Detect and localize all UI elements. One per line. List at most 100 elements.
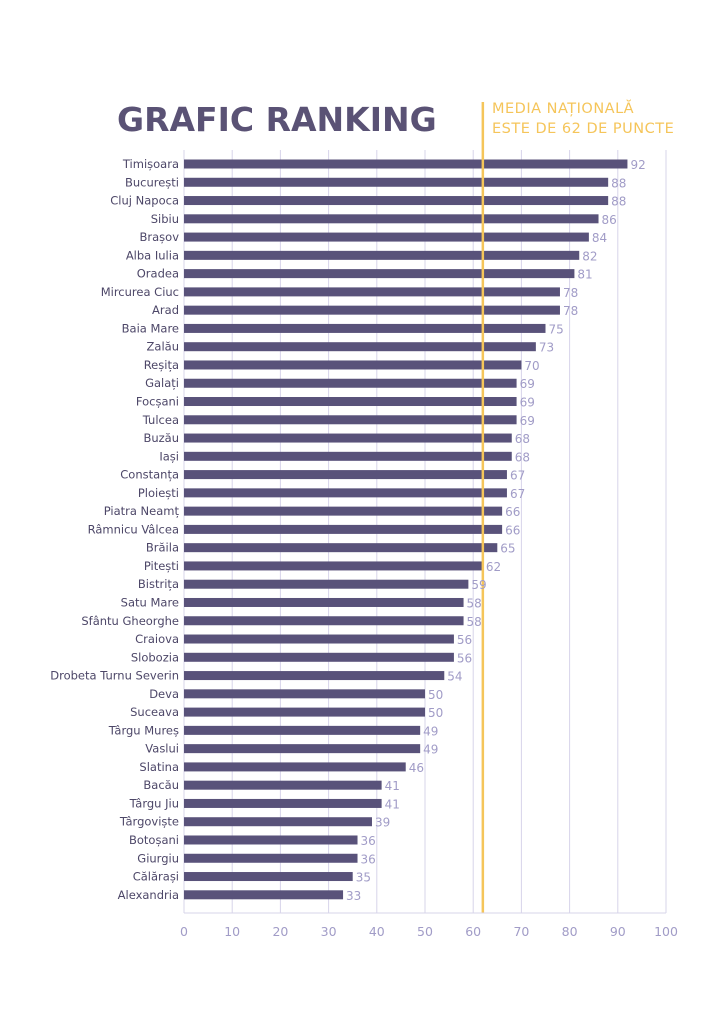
value-label: 36 — [361, 852, 376, 866]
category-label: Slobozia — [131, 650, 179, 664]
chart-title: GRAFIC RANKING — [117, 100, 437, 139]
bar-24 — [184, 597, 464, 607]
category-label: Sfântu Gheorghe — [81, 614, 179, 628]
category-label: Pitești — [144, 559, 179, 573]
value-label: 56 — [457, 651, 472, 665]
bar-18 — [184, 488, 507, 498]
category-label: Cluj Napoca — [110, 194, 179, 208]
value-label: 75 — [549, 322, 564, 336]
category-label: Râmnicu Vâlcea — [88, 522, 179, 536]
value-label: 50 — [428, 706, 443, 720]
x-tick-label: 50 — [417, 924, 433, 939]
x-tick-label: 60 — [465, 924, 481, 939]
category-label: Suceava — [130, 705, 179, 719]
category-label: Mircurea Ciuc — [101, 285, 179, 299]
bar-20 — [184, 524, 503, 534]
bar-38 — [184, 853, 358, 863]
value-label: 69 — [520, 396, 535, 410]
category-label: Vaslui — [145, 742, 179, 756]
category-label: Slatina — [139, 760, 179, 774]
x-tick-label: 70 — [513, 924, 529, 939]
value-label: 50 — [428, 688, 443, 702]
x-tick-label: 80 — [562, 924, 578, 939]
category-label: Târgu Jiu — [129, 796, 179, 810]
bar-29 — [184, 689, 425, 699]
value-label: 62 — [486, 560, 501, 574]
category-label: Oradea — [137, 267, 179, 281]
value-label: 84 — [592, 231, 607, 245]
category-label: Alexandria — [118, 888, 179, 902]
category-label: Bacău — [143, 778, 179, 792]
bar-37 — [184, 835, 358, 845]
category-label: Arad — [152, 303, 179, 317]
value-label: 86 — [602, 213, 617, 227]
bar-22 — [184, 561, 483, 571]
bar-10 — [184, 342, 536, 352]
value-label: 69 — [520, 414, 535, 428]
value-label: 33 — [346, 889, 361, 903]
bar-3 — [184, 214, 599, 224]
category-label: Târgoviște — [119, 815, 179, 829]
labels: Timișoara 92 București 88 Cluj Napoca 88 Sibiu… — [50, 157, 645, 903]
category-label: Alba Iulia — [126, 248, 179, 262]
value-label: 73 — [539, 341, 554, 355]
annotation-line-1: MEDIA NAȚIONALĂ — [492, 99, 634, 117]
bar-12 — [184, 378, 517, 388]
value-label: 92 — [630, 158, 645, 172]
bar-2 — [184, 196, 609, 206]
x-tick-label: 100 — [654, 924, 678, 939]
bar-32 — [184, 744, 421, 754]
bar-36 — [184, 817, 372, 827]
bar-40 — [184, 890, 344, 900]
value-label: 69 — [520, 377, 535, 391]
bar-1 — [184, 177, 609, 187]
category-label: Brăila — [146, 541, 179, 555]
value-label: 66 — [505, 523, 520, 537]
category-label: Iași — [159, 449, 179, 463]
x-tick-label: 20 — [272, 924, 288, 939]
category-label: Timișoara — [122, 157, 179, 171]
bar-8 — [184, 305, 560, 315]
x-tick-label: 10 — [224, 924, 240, 939]
bar-4 — [184, 232, 589, 242]
x-tick-label: 40 — [369, 924, 385, 939]
value-label: 67 — [510, 469, 525, 483]
category-label: Drobeta Turnu Severin — [50, 669, 179, 683]
category-label: Focșani — [136, 395, 179, 409]
category-label: Botoșani — [129, 833, 179, 847]
x-tick-label: 0 — [180, 924, 188, 939]
category-label: Bistrița — [138, 577, 179, 591]
value-label: 46 — [409, 761, 424, 775]
bar-9 — [184, 323, 546, 333]
category-label: Târgu Mureș — [108, 723, 179, 737]
value-label: 88 — [611, 195, 626, 209]
value-label: 67 — [510, 487, 525, 501]
category-label: Baia Mare — [122, 321, 179, 335]
bar-25 — [184, 616, 464, 626]
value-label: 78 — [563, 286, 578, 300]
bar-21 — [184, 543, 498, 553]
value-label: 58 — [467, 615, 482, 629]
x-tick-label: 30 — [321, 924, 337, 939]
category-label: Tulcea — [142, 413, 179, 427]
category-label: Galați — [145, 376, 179, 390]
category-label: Brașov — [140, 230, 180, 244]
value-label: 36 — [361, 834, 376, 848]
bar-7 — [184, 287, 560, 297]
category-label: Buzău — [143, 431, 179, 445]
value-label: 39 — [375, 816, 390, 830]
bar-14 — [184, 415, 517, 425]
bar-26 — [184, 634, 454, 644]
value-label: 66 — [505, 505, 520, 519]
bar-34 — [184, 780, 382, 790]
value-label: 68 — [515, 432, 530, 446]
bar-15 — [184, 433, 512, 443]
bar-31 — [184, 725, 421, 735]
value-label: 58 — [467, 596, 482, 610]
bar-16 — [184, 451, 512, 461]
annotation-line-2: ESTE DE 62 DE PUNCTE — [492, 121, 674, 137]
value-label: 70 — [524, 359, 539, 373]
category-label: Deva — [149, 687, 179, 701]
bar-33 — [184, 762, 406, 772]
value-label: 81 — [577, 268, 592, 282]
